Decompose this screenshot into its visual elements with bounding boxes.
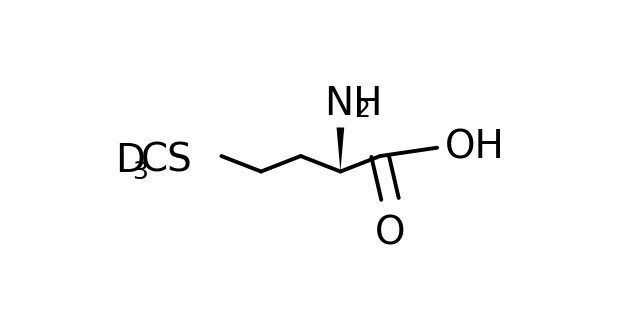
Text: NH: NH xyxy=(324,85,383,123)
Text: OH: OH xyxy=(445,129,504,167)
Text: O: O xyxy=(375,214,405,252)
Text: CS: CS xyxy=(141,142,192,180)
Text: 2: 2 xyxy=(355,98,371,122)
Text: 3: 3 xyxy=(132,159,148,184)
Text: D: D xyxy=(115,142,145,180)
Polygon shape xyxy=(337,128,344,171)
